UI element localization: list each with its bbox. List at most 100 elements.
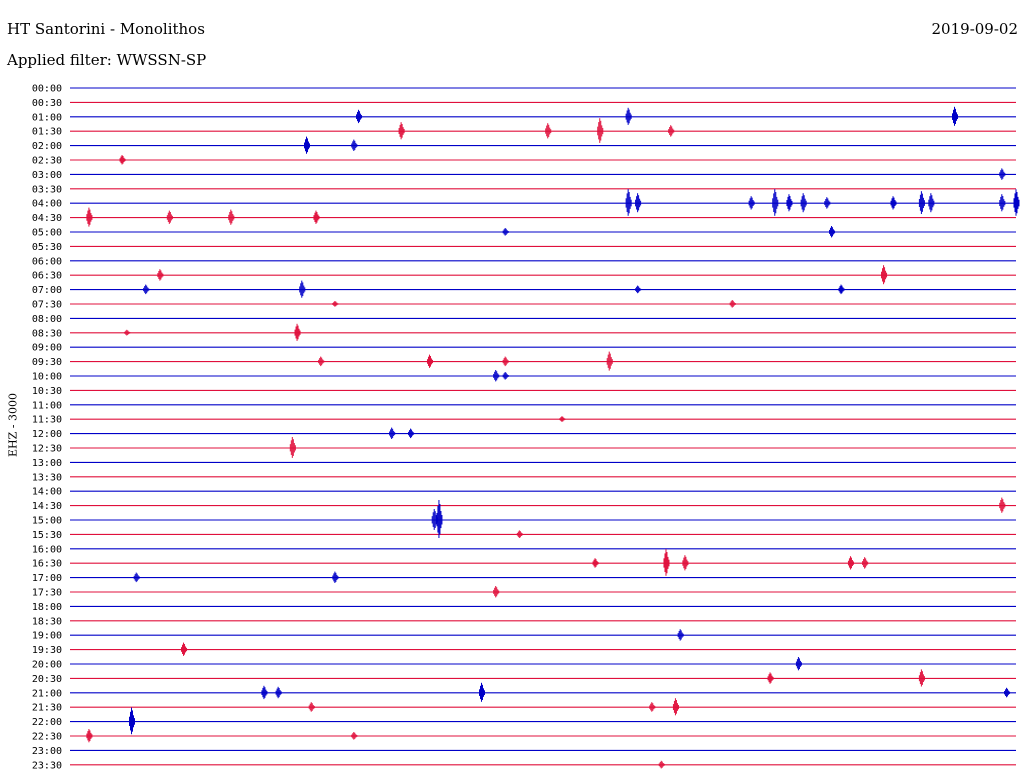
seismic-event [672, 698, 679, 716]
filter-label: Applied filter: WWSSN-SP [7, 51, 207, 69]
seismic-event [824, 197, 831, 209]
row-time-label: 09:30 [32, 357, 62, 368]
row-time-label: 15:00 [32, 516, 62, 527]
row-time-label: 23:00 [32, 746, 62, 757]
seismic-event [847, 556, 854, 570]
seismic-event [767, 672, 774, 684]
seismic-event [133, 572, 140, 583]
seismic-event [635, 193, 642, 213]
row-time-label: 08:00 [32, 314, 62, 325]
seismic-event [625, 189, 632, 216]
seismic-event [398, 122, 405, 140]
seismic-event [502, 356, 509, 367]
row-time-label: 04:30 [32, 213, 62, 224]
seismic-event [795, 657, 802, 671]
row-time-label: 19:00 [32, 631, 62, 642]
row-time-label: 22:00 [32, 717, 62, 728]
seismic-event [275, 686, 282, 699]
row-time-label: 18:30 [32, 616, 62, 627]
seismic-event [128, 707, 135, 735]
seismic-event [999, 194, 1006, 212]
seismic-event [516, 530, 523, 538]
seismic-event [261, 685, 268, 700]
seismic-event [479, 682, 486, 702]
row-time-label: 17:30 [32, 588, 62, 599]
row-time-label: 11:30 [32, 415, 62, 426]
seismic-event [143, 284, 150, 295]
seismic-event [597, 118, 604, 143]
row-time-label: 09:00 [32, 343, 62, 354]
row-time-label: 12:30 [32, 444, 62, 455]
seismic-event [668, 125, 675, 137]
seismic-event [663, 549, 670, 576]
seismic-event [1013, 189, 1020, 216]
seismic-event [289, 437, 296, 458]
seismic-event [502, 372, 509, 380]
seismic-event [294, 323, 301, 341]
seismic-event [157, 269, 164, 281]
seismic-event [308, 702, 315, 712]
row-time-label: 06:00 [32, 256, 62, 267]
row-time-label: 15:30 [32, 530, 62, 541]
seismic-event [493, 370, 500, 382]
seismic-event [862, 557, 869, 569]
row-time-label: 04:00 [32, 199, 62, 210]
row-time-label: 02:00 [32, 141, 62, 152]
seismic-event [304, 136, 310, 154]
seismic-event [786, 194, 793, 212]
row-time-label: 05:30 [32, 242, 62, 253]
row-time-label: 10:00 [32, 372, 62, 383]
row-time-label: 18:00 [32, 602, 62, 613]
seismic-event [332, 571, 339, 583]
seismic-event [356, 109, 363, 124]
seismic-event [658, 760, 665, 769]
row-time-label: 22:30 [32, 732, 62, 743]
row-time-label: 23:30 [32, 760, 62, 771]
seismic-event [351, 732, 358, 740]
seismic-event [181, 642, 188, 656]
row-time-label: 03:00 [32, 170, 62, 181]
seismic-event [772, 189, 779, 216]
row-time-label: 14:00 [32, 487, 62, 498]
row-time-label: 16:30 [32, 559, 62, 570]
row-time-label: 12:00 [32, 429, 62, 440]
seismic-event [166, 210, 173, 224]
seismic-event [881, 265, 888, 285]
row-time-label: 21:00 [32, 688, 62, 699]
row-time-label: 16:00 [32, 544, 62, 555]
row-time-label: 10:30 [32, 386, 62, 397]
row-time-label: 07:00 [32, 285, 62, 296]
seismic-event [649, 702, 656, 712]
seismic-event [559, 416, 566, 422]
seismic-event [493, 586, 500, 598]
seismic-event [313, 210, 320, 224]
row-time-label: 20:30 [32, 674, 62, 685]
row-time-label: 13:00 [32, 458, 62, 469]
seismic-event [635, 285, 642, 294]
seismic-event [606, 351, 613, 371]
seismic-event [1004, 687, 1011, 698]
seismic-event [351, 139, 358, 151]
seismic-event [299, 280, 306, 298]
row-time-label: 03:30 [32, 184, 62, 195]
seismic-event [800, 193, 807, 213]
seismic-event [729, 300, 736, 308]
seismic-event [228, 209, 235, 225]
row-time-label: 01:30 [32, 127, 62, 138]
seismic-event [592, 558, 599, 568]
seismic-event [838, 284, 845, 295]
seismic-event [431, 509, 438, 530]
row-time-label: 19:30 [32, 645, 62, 656]
seismic-event [748, 196, 755, 210]
row-time-label: 13:30 [32, 472, 62, 483]
seismic-event [928, 193, 935, 213]
seismic-event [918, 669, 925, 687]
seismic-event [332, 301, 339, 307]
row-time-label: 00:30 [32, 98, 62, 109]
seismic-event [890, 196, 897, 210]
seismic-event [318, 356, 325, 367]
seismic-event [545, 123, 552, 139]
seismic-event [124, 329, 131, 336]
seismic-event [625, 107, 632, 125]
seismic-event [952, 106, 959, 126]
